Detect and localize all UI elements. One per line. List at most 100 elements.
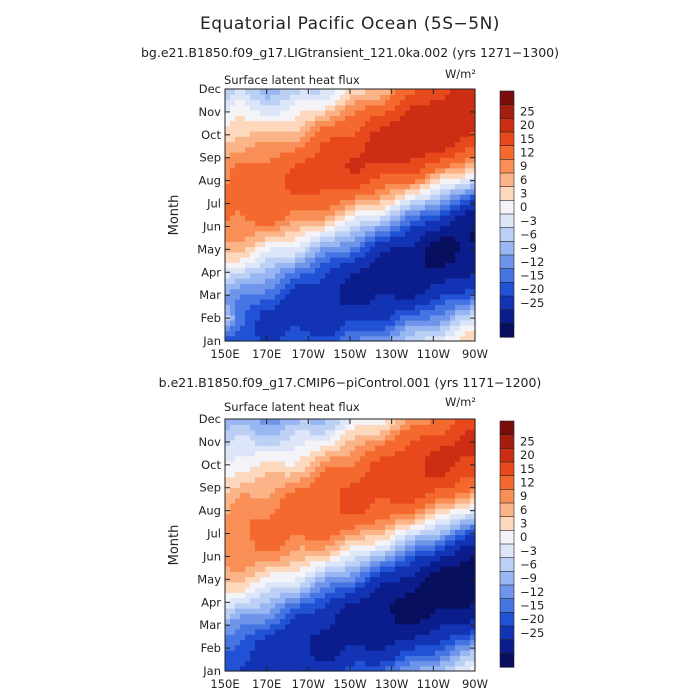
heatmap-cell [305, 215, 311, 221]
heatmap-cell [420, 278, 426, 284]
heatmap-cell [410, 555, 416, 562]
heatmap-cell [375, 634, 381, 641]
heatmap-cell [330, 508, 336, 515]
heatmap-cell [355, 146, 361, 153]
heatmap-cell [250, 330, 256, 337]
heatmap-cell [250, 288, 256, 295]
heatmap-cell [335, 550, 341, 557]
heatmap-cell [300, 299, 306, 305]
heatmap-cell [355, 220, 361, 227]
heatmap-cell [355, 471, 361, 478]
heatmap-cell [440, 597, 446, 604]
colorbar-label: 0 [520, 530, 527, 544]
heatmap-cell [430, 424, 436, 431]
heatmap-cell [435, 571, 441, 578]
heatmap-cell [360, 650, 366, 656]
heatmap-cell [300, 136, 306, 143]
heatmap-cell [230, 450, 236, 457]
heatmap-cell [445, 440, 451, 446]
heatmap-cell [470, 471, 476, 478]
heatmap-cell [430, 482, 436, 488]
heatmap-cell [395, 655, 401, 662]
heatmap-cell [270, 293, 276, 300]
heatmap-cell [285, 104, 291, 111]
heatmap-cell [225, 209, 231, 216]
heatmap-cell [360, 94, 366, 101]
heatmap-cell [280, 146, 286, 153]
heatmap-cell [380, 283, 386, 290]
heatmap-cell [335, 429, 341, 436]
heatmap-cell [275, 424, 281, 431]
heatmap-cell [250, 204, 256, 211]
heatmap-cell [375, 320, 381, 326]
heatmap-cell [310, 299, 316, 305]
heatmap-cell [330, 299, 336, 305]
heatmap-cell [255, 455, 261, 462]
heatmap-cell [245, 429, 251, 436]
heatmap-cell [285, 587, 291, 593]
heatmap-cell [440, 566, 446, 572]
heatmap-cell [395, 241, 401, 248]
heatmap-cell [300, 623, 306, 630]
heatmap-cell [355, 241, 361, 248]
heatmap-cell [275, 278, 281, 284]
heatmap-cell [330, 482, 336, 488]
heatmap-cell [415, 592, 421, 599]
heatmap-cell [435, 429, 441, 436]
heatmap-cell [370, 330, 376, 337]
heatmap-cell [250, 445, 256, 452]
heatmap-cell [340, 115, 346, 122]
heatmap-cell [270, 629, 276, 635]
heatmap-cell [355, 503, 361, 509]
heatmap-cell [445, 550, 451, 557]
heatmap-cell [335, 644, 341, 651]
heatmap-cell [395, 215, 401, 221]
heatmap-cell [230, 293, 236, 300]
heatmap-cell [395, 99, 401, 106]
heatmap-cell [235, 131, 241, 137]
heatmap-cell [230, 644, 236, 651]
heatmap-cell [365, 209, 371, 216]
heatmap-cell [425, 471, 431, 478]
heatmap-cell [380, 194, 386, 200]
heatmap-cell [445, 434, 451, 441]
heatmap-cell [310, 94, 316, 101]
heatmap-cell [315, 560, 321, 567]
heatmap-cell [315, 293, 321, 300]
heatmap-cell [265, 587, 271, 593]
heatmap-cell [265, 429, 271, 436]
heatmap-cell [275, 309, 281, 316]
colorbar-swatch [499, 653, 515, 668]
heatmap-cell [325, 629, 331, 635]
heatmap-cell [470, 157, 476, 164]
heatmap-cell [415, 209, 421, 216]
heatmap-cell [390, 655, 396, 662]
heatmap-cell [245, 518, 251, 525]
heatmap-cell [240, 581, 246, 588]
heatmap-cell [295, 125, 301, 132]
heatmap-cell [425, 173, 431, 179]
heatmap-cell [300, 429, 306, 436]
heatmap-cell [325, 597, 331, 604]
heatmap-cell [255, 618, 261, 625]
heatmap-cell [450, 194, 456, 200]
heatmap-cell [260, 581, 266, 588]
heatmap-cell [260, 99, 266, 106]
heatmap-cell [395, 445, 401, 452]
heatmap-cell [435, 125, 441, 132]
heatmap-cell [405, 104, 411, 111]
heatmap-cell [390, 209, 396, 216]
heatmap-cell [300, 639, 306, 646]
heatmap-cell [370, 241, 376, 248]
heatmap-cell [330, 613, 336, 620]
heatmap-cell [300, 455, 306, 462]
heatmap-cell [395, 424, 401, 431]
heatmap-cell [450, 272, 456, 279]
heatmap-cell [405, 230, 411, 237]
heatmap-cell [360, 513, 366, 520]
heatmap-cell [370, 131, 376, 137]
heatmap-cell [405, 157, 411, 164]
heatmap-cell [285, 115, 291, 122]
heatmap-cell [285, 204, 291, 211]
heatmap-cell [395, 566, 401, 572]
